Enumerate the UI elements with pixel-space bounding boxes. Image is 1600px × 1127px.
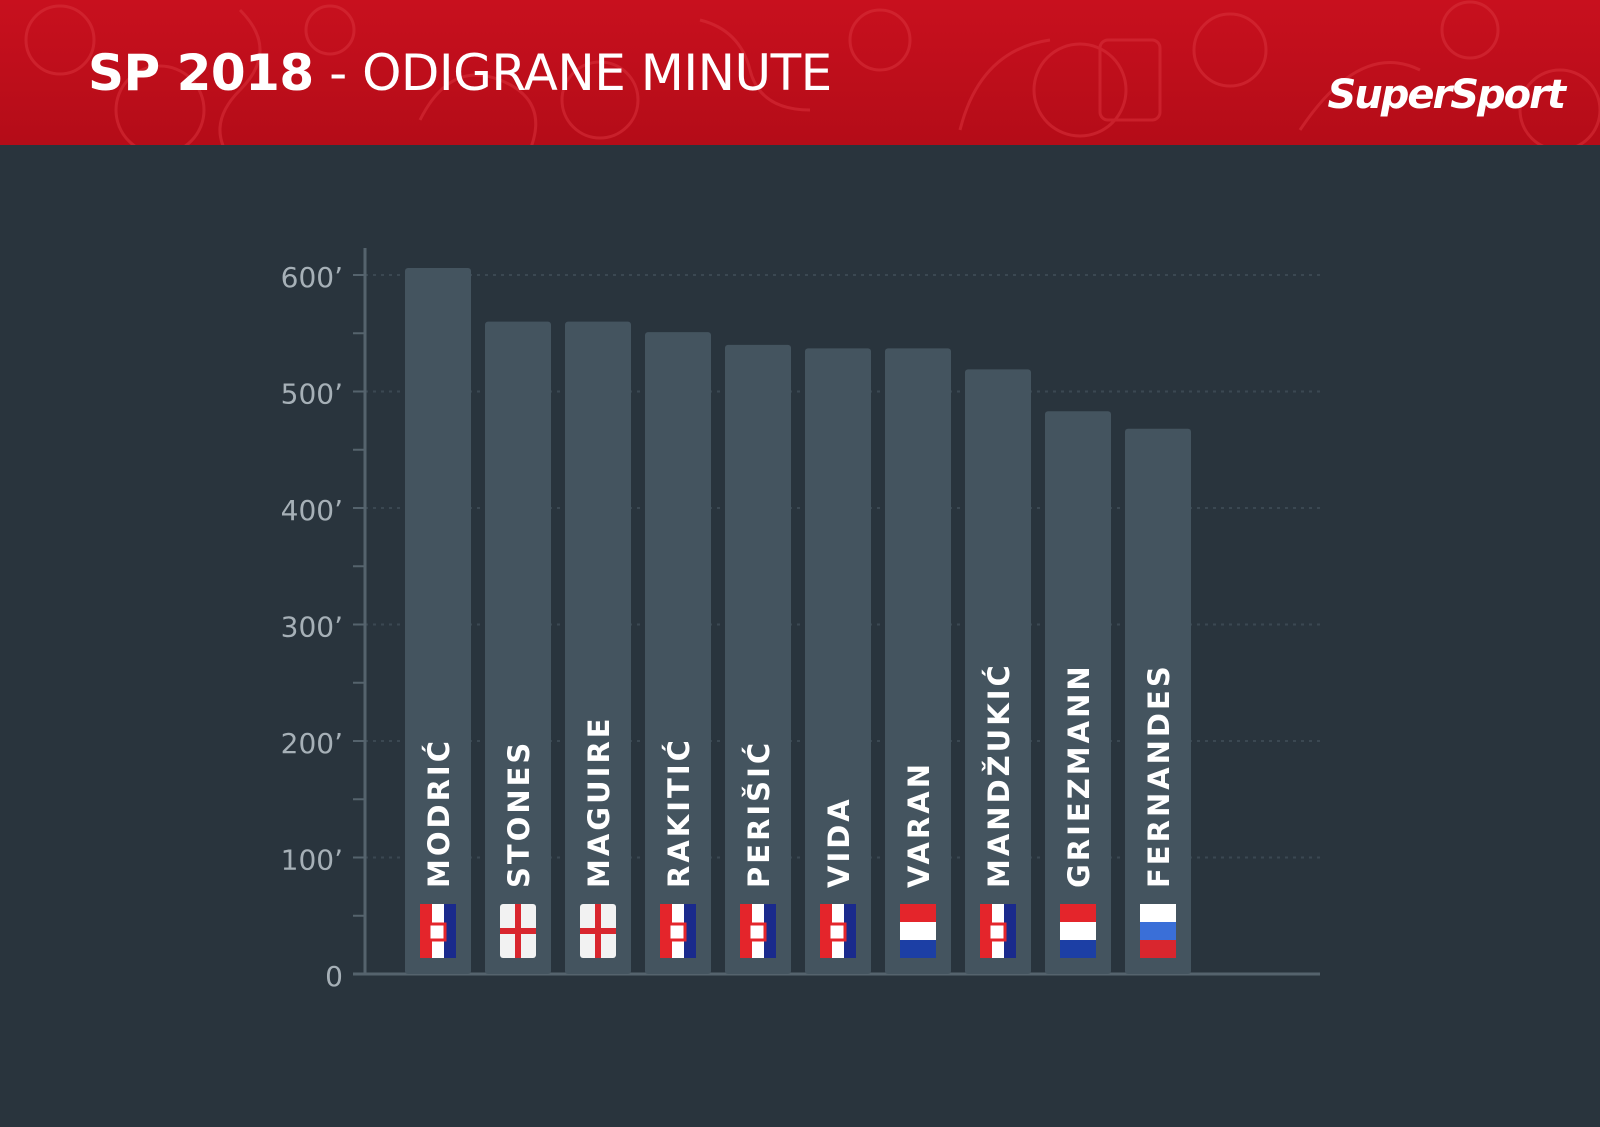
- title-rest: - ODIGRANE MINUTE: [313, 44, 832, 102]
- bar-6: [805, 348, 871, 974]
- flag-stripe: [900, 940, 936, 958]
- flag-stripe: [1140, 940, 1176, 958]
- bar-7: [885, 348, 951, 974]
- y-tick-label: 400’: [281, 494, 343, 527]
- y-tick-label: 500’: [281, 378, 343, 411]
- flag-stripe: [900, 922, 936, 940]
- y-tick-label: 200’: [281, 727, 343, 760]
- y-tick-label: 300’: [281, 611, 343, 644]
- y-tick-label: 0: [325, 960, 343, 993]
- bar-label: MAGUIRE: [582, 715, 616, 888]
- y-tick-label: 600’: [281, 261, 343, 294]
- bar-label: FERNANDES: [1142, 663, 1176, 888]
- bar-label: STONES: [502, 740, 536, 888]
- bar-label: PERIŠIĆ: [742, 740, 776, 888]
- flag-croatia-icon: [980, 904, 992, 958]
- flag-stripe: [844, 904, 856, 958]
- flag-france-icon: [900, 904, 936, 922]
- flag-croatia-icon: [740, 904, 752, 958]
- bar-4: [645, 332, 711, 975]
- flag-stripe: [684, 904, 696, 958]
- flag-coat-of-arms: [427, 922, 447, 942]
- flag-coat-of-arms: [827, 922, 847, 942]
- flag-france-icon: [1060, 904, 1096, 922]
- bar-8: [965, 369, 1031, 974]
- bar-label: RAKITIĆ: [662, 737, 696, 888]
- title-strong: SP 2018: [88, 44, 314, 102]
- flag-russia-icon: [1140, 904, 1176, 922]
- flag-stripe: [1060, 940, 1096, 958]
- bar-label: MANDŽUKIĆ: [982, 662, 1016, 888]
- bar-2: [485, 321, 551, 975]
- decorative-pattern: [24, 0, 1600, 145]
- flag-cross-horizontal: [500, 928, 536, 934]
- bar-label: VARAN: [902, 761, 936, 888]
- supersport-logo: SuperSport: [1327, 72, 1566, 118]
- flag-coat-of-arms: [987, 922, 1007, 942]
- flag-coat-of-arms: [667, 922, 687, 942]
- bar-9: [1045, 411, 1111, 974]
- flag-stripe: [444, 904, 456, 958]
- flag-stripe: [1140, 922, 1176, 940]
- flag-stripe: [1060, 922, 1096, 940]
- page-title: SP 2018 - ODIGRANE MINUTE: [88, 44, 832, 102]
- flag-croatia-icon: [820, 904, 832, 958]
- header-banner: SP 2018 - ODIGRANE MINUTE SuperSport: [0, 0, 1600, 145]
- bar-3: [565, 321, 631, 975]
- flag-stripe: [764, 904, 776, 958]
- bar-5: [725, 344, 791, 974]
- flag-coat-of-arms: [747, 922, 767, 942]
- bar-label: GRIEZMANN: [1062, 663, 1096, 888]
- bar-label: VIDA: [822, 796, 856, 888]
- bar-10: [1125, 428, 1191, 974]
- flag-cross-horizontal: [580, 928, 616, 934]
- y-tick-label: 100’: [281, 844, 343, 877]
- flag-croatia-icon: [660, 904, 672, 958]
- bar-label: MODRIĆ: [422, 738, 456, 888]
- bar-1: [405, 268, 471, 974]
- flag-stripe: [1004, 904, 1016, 958]
- flag-croatia-icon: [420, 904, 432, 958]
